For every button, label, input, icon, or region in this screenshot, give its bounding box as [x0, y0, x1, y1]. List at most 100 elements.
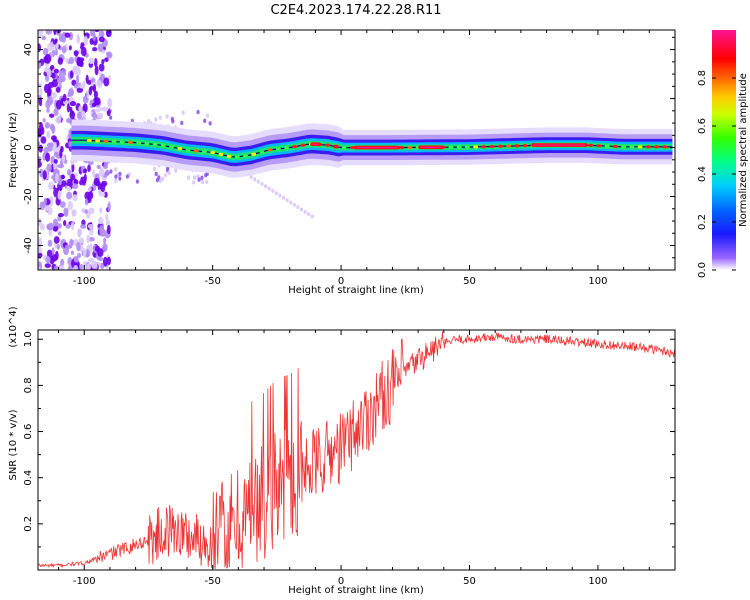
- noise-blob: [92, 33, 96, 42]
- y-tick-label: -40: [23, 237, 34, 253]
- noise-blob: [164, 172, 168, 178]
- noise-blob: [289, 200, 293, 205]
- hot-spot: [456, 145, 462, 149]
- hot-spot: [86, 138, 92, 143]
- noise-blob: [77, 228, 83, 237]
- noise-blob: [76, 87, 84, 93]
- noise-blob: [38, 43, 42, 53]
- noise-blob: [103, 191, 108, 198]
- noise-blob: [98, 30, 105, 38]
- noise-blob: [125, 174, 129, 179]
- noise-blob: [49, 196, 54, 202]
- noise-blob: [135, 179, 140, 184]
- hot-spot: [185, 148, 191, 152]
- noise-blob: [114, 178, 118, 183]
- noise-blob: [89, 227, 94, 236]
- colorbar-tick-label: 0.8: [697, 70, 708, 86]
- noise-blob: [72, 183, 79, 190]
- noise-blob: [73, 265, 79, 270]
- hot-spot: [629, 145, 635, 149]
- noise-blob: [47, 95, 54, 106]
- noise-blob: [52, 218, 59, 227]
- noise-blob: [44, 121, 51, 129]
- noise-blob: [51, 124, 56, 135]
- noise-blob: [59, 201, 66, 208]
- noise-blob: [50, 135, 57, 141]
- noise-blob: [57, 57, 64, 65]
- noise-blob: [205, 113, 210, 118]
- x-tick-label: -100: [73, 276, 96, 287]
- hot-spot: [267, 148, 273, 152]
- noise-blob: [39, 168, 44, 178]
- noise-blob: [64, 57, 70, 63]
- noise-blob: [98, 76, 104, 81]
- noise-blob: [98, 63, 105, 72]
- noise-blob: [44, 53, 51, 64]
- noise-blob: [70, 173, 76, 181]
- noise-blob: [38, 244, 42, 254]
- noise-blob: [109, 115, 113, 120]
- noise-blob: [46, 107, 50, 113]
- spectrogram-panel: -100 -50 0 50 100 -40 -20 0 20 40 Height of stra…: [8, 29, 676, 296]
- noise-blob: [102, 256, 108, 267]
- noise-blob: [86, 89, 90, 99]
- noise-blob: [78, 57, 85, 62]
- noise-blob: [78, 237, 85, 244]
- hot-spot: [169, 145, 174, 149]
- hot-spot: [407, 145, 413, 150]
- noise-blob: [50, 91, 57, 99]
- hot-spot: [234, 155, 240, 159]
- noise-blob: [167, 170, 171, 175]
- noise-blob: [46, 249, 53, 258]
- noise-blob: [192, 175, 197, 180]
- noise-blob: [87, 164, 91, 172]
- hot-spot: [349, 145, 355, 150]
- noise-blob: [170, 116, 174, 122]
- y-tick-label: -20: [23, 188, 34, 204]
- hot-spot: [341, 145, 347, 150]
- noise-blob: [38, 141, 41, 146]
- noise-blob: [38, 160, 42, 168]
- noise-blob: [154, 117, 158, 122]
- noise-blob: [118, 171, 122, 177]
- noise-blob: [53, 30, 57, 36]
- peak-core: [533, 144, 586, 146]
- hot-spot: [325, 143, 331, 147]
- noise-blob: [106, 51, 113, 59]
- noise-blob: [88, 57, 95, 65]
- noise-blob: [249, 174, 253, 179]
- snr-y-axis-label: SNR (10 * v/v): [8, 409, 19, 480]
- noise-blob: [105, 213, 109, 221]
- noise-blob: [274, 191, 278, 196]
- noise-blob: [107, 98, 113, 108]
- noise-blob: [48, 181, 54, 190]
- noise-blob: [90, 78, 96, 83]
- noise-blob: [53, 68, 60, 74]
- noise-blob: [88, 86, 93, 96]
- hot-spot: [95, 139, 100, 143]
- noise-blob: [99, 207, 103, 214]
- noise-blob: [39, 121, 44, 132]
- noise-blob: [47, 222, 54, 231]
- noise-blob: [101, 58, 105, 65]
- noise-blob: [84, 209, 89, 214]
- noise-blob: [67, 92, 71, 98]
- noise-blob: [45, 255, 51, 264]
- noise-blob: [91, 112, 97, 119]
- noise-blob: [94, 65, 99, 76]
- noise-blob: [271, 188, 275, 193]
- spectrogram-y-axis-label: Frequency (Hz): [8, 112, 19, 188]
- noise-blob: [43, 197, 47, 206]
- colorbar-label: Normalized spectral amplitude: [738, 73, 749, 227]
- noise-blob: [51, 247, 55, 256]
- snr-plot: [38, 331, 675, 569]
- noise-blob: [55, 99, 62, 110]
- noise-blob: [55, 172, 59, 183]
- noise-blob: [296, 205, 300, 210]
- figure-title: C2E4.2023.174.22.28.R11: [270, 3, 441, 18]
- noise-blob: [78, 60, 84, 68]
- noise-blob: [44, 263, 52, 268]
- noise-blob: [84, 198, 89, 206]
- colorbar-tick-label: 0.0: [697, 262, 708, 278]
- hot-spot: [259, 150, 265, 154]
